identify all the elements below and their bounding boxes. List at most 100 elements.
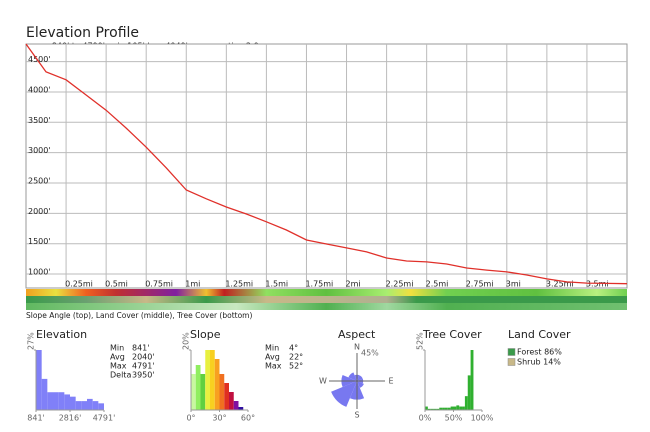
legend-label: Forest 86% <box>517 348 562 357</box>
histogram-bar <box>453 406 457 410</box>
land-cover-strip <box>26 296 627 303</box>
direction-label: N <box>354 343 360 352</box>
y-tick-label: 27% <box>27 332 36 350</box>
panel-title: Slope <box>190 328 221 341</box>
x-tick-label: 1mi <box>185 280 200 289</box>
x-tick-label: 1.25mi <box>225 280 253 289</box>
stat-value: 52° <box>289 362 303 371</box>
tree-cover-strip <box>26 303 627 310</box>
histogram-bar <box>92 401 99 410</box>
histogram-bar <box>58 392 65 410</box>
direction-label: S <box>354 411 359 420</box>
r-tick-label: 45% <box>361 349 379 358</box>
histogram-bar <box>200 374 206 410</box>
stat-value: 2040' <box>132 353 155 362</box>
histogram-bar <box>430 408 434 410</box>
histogram-bar <box>447 407 451 410</box>
histogram-bar <box>219 374 225 410</box>
aspect-petal <box>357 381 364 388</box>
histogram-bar <box>229 392 234 410</box>
y-tick-label: 1500' <box>28 237 51 246</box>
x-tick-label: 3.5mi <box>586 280 609 289</box>
histogram-bar <box>214 359 220 410</box>
y-tick-label: 2000' <box>28 207 51 216</box>
histogram-bar <box>470 350 474 410</box>
x-tick-label: 60° <box>241 414 255 423</box>
histogram-bar <box>433 408 437 410</box>
x-tick-label: 2.75mi <box>466 280 494 289</box>
stat-value: 3950' <box>132 371 155 380</box>
aspect-petal <box>357 375 363 381</box>
legend-swatch <box>507 358 516 366</box>
histogram-bar <box>467 375 471 410</box>
histogram-bar <box>464 396 468 410</box>
panel-title: Land Cover <box>508 328 571 341</box>
histogram-bar <box>70 396 76 410</box>
histogram-bar <box>47 392 54 410</box>
plot-frame <box>25 43 628 289</box>
histogram-bar <box>224 383 229 410</box>
panel-title: Elevation <box>36 328 87 341</box>
panel-title: Aspect <box>338 328 376 341</box>
stat-name: Min <box>110 344 124 353</box>
histogram-bar <box>459 406 463 410</box>
y-tick-label: 2500' <box>28 176 51 185</box>
x-tick-label: 841' <box>27 414 44 423</box>
x-tick-label: 50% <box>445 414 463 423</box>
direction-label: E <box>388 377 393 386</box>
histogram-bar <box>444 407 448 410</box>
direction-label: W <box>319 377 327 386</box>
stat-name: Min <box>265 344 279 353</box>
histogram-bar <box>191 374 196 410</box>
histogram-bar <box>238 407 244 410</box>
histogram-bar <box>425 406 428 410</box>
stat-value: 4° <box>289 344 298 353</box>
aspect-petal <box>331 381 357 407</box>
histogram-bar <box>81 401 88 410</box>
histogram-bar <box>210 350 215 410</box>
histogram-bar <box>87 398 93 410</box>
stat-name: Max <box>265 362 282 371</box>
panel-title: Tree Cover <box>422 328 482 341</box>
x-tick-label: 0.25mi <box>65 280 93 289</box>
histogram-bar <box>64 394 70 410</box>
stat-name: Avg <box>265 353 280 362</box>
histogram-bar <box>53 392 59 410</box>
x-tick-label: 30° <box>212 414 226 423</box>
slope-strip <box>26 289 627 296</box>
histogram-bar <box>75 401 82 410</box>
x-tick-label: 1.5mi <box>265 280 288 289</box>
x-tick-label: 2.5mi <box>426 280 449 289</box>
x-tick-label: 1.75mi <box>305 280 333 289</box>
y-tick-label: 4000' <box>28 85 51 94</box>
x-tick-label: 2mi <box>346 280 361 289</box>
x-tick-label: 3mi <box>506 280 521 289</box>
y-tick-label: 20% <box>182 332 191 350</box>
x-tick-label: 0° <box>186 414 195 423</box>
x-tick-label: 100% <box>471 414 494 423</box>
histogram-bar <box>462 406 465 410</box>
y-tick-label: 3000' <box>28 146 51 155</box>
histogram-bar <box>427 408 431 410</box>
histogram-bar <box>450 406 454 410</box>
y-tick-label: 3500' <box>28 116 51 125</box>
x-tick-label: 0.75mi <box>145 280 173 289</box>
stat-value: 841' <box>132 344 149 353</box>
x-tick-label: 2.25mi <box>386 280 414 289</box>
histogram-bar <box>456 405 460 410</box>
histogram-bar <box>436 408 440 410</box>
x-tick-label: 4791' <box>93 414 116 423</box>
stat-value: 22° <box>289 353 303 362</box>
y-tick-label: 52% <box>416 332 425 350</box>
elevation-line <box>25 43 628 285</box>
stat-value: 4791' <box>132 362 155 371</box>
x-tick-label: 0% <box>419 414 432 423</box>
stat-name: Max <box>110 362 127 371</box>
legend-label: Shrub 14% <box>517 358 561 367</box>
y-tick-label: 1000' <box>28 268 51 277</box>
x-tick-label: 3.25mi <box>546 280 574 289</box>
aspect-petal <box>348 372 357 381</box>
